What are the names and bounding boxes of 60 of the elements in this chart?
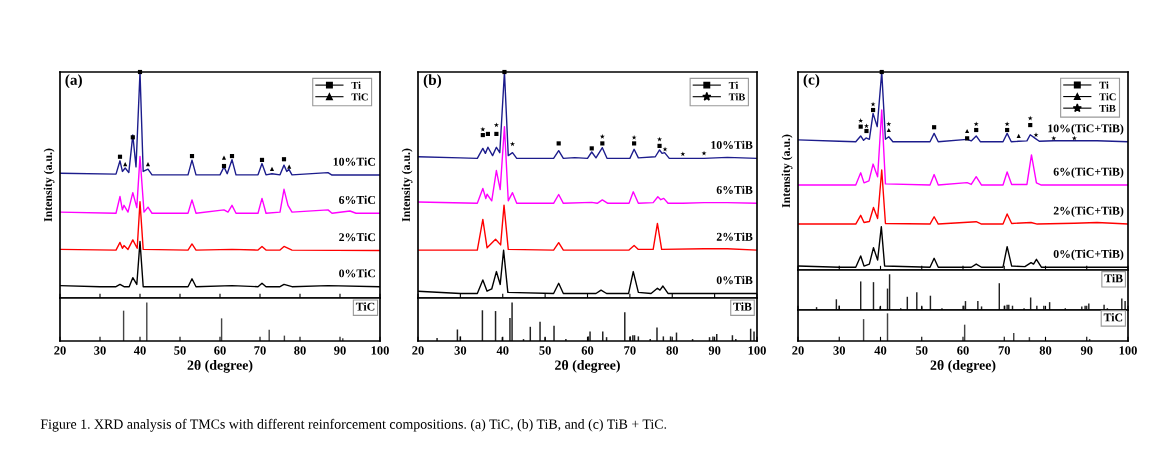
x-axis-title: 2θ (degree) [930,359,996,373]
x-tick-label: 90 [1080,346,1093,355]
x-tick-label: 40 [133,346,146,355]
legend-label: TiC [351,93,368,101]
x-tick-label: 20 [792,346,804,355]
x-tick-label: 60 [214,346,226,355]
x-tick-label: 60 [957,346,969,355]
x-tick-label: 90 [334,346,346,355]
series-label: 10%TiC [333,157,375,166]
x-tick-label: 80 [666,346,679,355]
x-tick-label: 30 [833,346,846,355]
legend-label: Ti [728,81,739,89]
x-tick-label: 80 [294,346,306,355]
series-label: 2%TiC [339,232,375,242]
y-axis-title: Intensity (a.u.) [401,148,413,222]
legend-label: TiB [728,93,745,101]
series-label: 6%(TiC+TiB) [1053,167,1124,179]
y-axis-title: Intensity (a.u.) [781,134,793,208]
series-label: 10%(TiC+TiB) [1048,124,1124,135]
x-axis-title: 2θ (degree) [187,359,253,373]
series-label: 2%(TiC+TiB) [1053,206,1124,218]
x-tick-label: 100 [371,346,389,355]
x-tick-label: 20 [54,346,66,355]
series-label: 0%(TiC+TiB) [1053,249,1124,261]
series-label: 6%TiC [339,195,375,204]
chart-title: (c) [803,73,820,88]
legend-label: TiB [1099,104,1116,112]
legend-label: Ti [351,81,361,89]
legend-label: Ti [1099,81,1109,89]
x-tick-label: 70 [998,346,1011,355]
series-label: TiB [733,302,752,311]
series-label: 0%TiC [339,269,375,278]
x-tick-label: 100 [748,346,766,355]
x-tick-label: 40 [496,346,509,355]
series-label: TiC [1103,313,1123,322]
x-tick-label: 50 [539,346,551,355]
x-tick-label: 70 [624,346,636,355]
series-label: 6%TiB [716,185,753,194]
x-tick-label: 30 [454,346,467,355]
x-tick-label: 20 [412,346,424,355]
x-tick-label: 100 [1119,346,1137,355]
x-tick-label: 60 [581,346,594,355]
caption: Figure 1. XRD analysis of TMCs with different reinforcement compositions. (a) TiC, (b) TiB, and (c) TiB + TiC. [40,418,667,432]
series-label: TiB [1104,274,1123,283]
x-tick-label: 70 [254,346,266,355]
series-label: 0%TiB [716,275,753,285]
x-tick-label: 80 [1039,346,1052,355]
text: TiC [355,302,375,311]
x-tick-label: 90 [708,346,721,355]
y-axis-title: Intensity (a.u.) [43,148,55,222]
x-tick-label: 50 [916,346,928,355]
x-tick-label: 50 [174,346,186,355]
chart-title: (b) [423,74,442,89]
series-label: 2%TiB [716,232,753,241]
x-axis-title: 2θ (degree) [555,359,620,373]
legend-label: TiC [1099,92,1116,101]
x-tick-label: 30 [94,346,106,355]
x-tick-label: 40 [874,346,887,355]
series-label: 10%TiB [711,140,753,150]
chart-title: (a) [65,74,82,89]
